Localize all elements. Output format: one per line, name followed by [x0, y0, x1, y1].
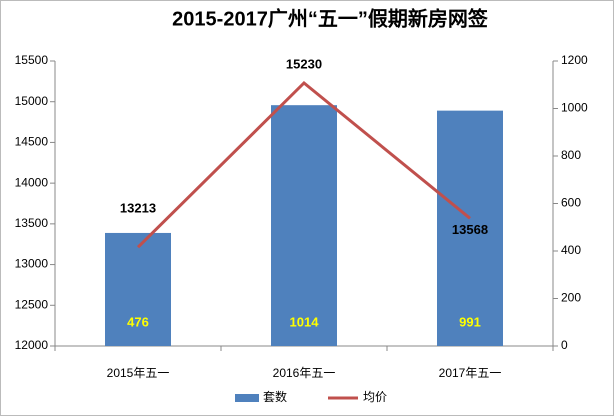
y-tick-label: 15000 — [15, 94, 49, 108]
x-tick-label: 2016年五一 — [273, 366, 336, 380]
line-label: 13213 — [120, 201, 156, 216]
y2-tick-label: 0 — [561, 338, 568, 352]
y2-tick-label: 600 — [561, 196, 581, 210]
x-tick-label: 2015年五一 — [107, 366, 170, 380]
y-tick-label: 15500 — [15, 53, 49, 67]
line-label: 15230 — [286, 56, 322, 71]
y2-tick-label: 1200 — [561, 53, 588, 67]
y2-tick-label: 400 — [561, 243, 581, 257]
x-tick-label: 2017年五一 — [439, 366, 502, 380]
chart-title: 2015-2017广州“五一”假期新房网签 — [172, 6, 489, 30]
y-tick-label: 12500 — [15, 297, 49, 311]
legend-label: 均价 — [363, 390, 387, 404]
bar-label: 1014 — [290, 314, 320, 329]
y-tick-label: 14500 — [15, 135, 49, 149]
y2-tick-label: 1000 — [561, 101, 588, 115]
line-label: 13568 — [452, 222, 488, 237]
bar-label: 476 — [127, 314, 149, 329]
bar — [271, 105, 337, 346]
y-tick-label: 13500 — [15, 216, 49, 230]
bar — [105, 232, 171, 346]
legend-label: 套数 — [263, 389, 287, 404]
bar — [437, 110, 503, 346]
legend-swatch — [235, 394, 259, 402]
line — [136, 80, 471, 249]
y-tick-label: 13000 — [15, 257, 49, 271]
y2-tick-label: 800 — [561, 148, 581, 162]
y-tick-label: 12000 — [15, 338, 49, 352]
y2-tick-label: 200 — [561, 291, 581, 305]
y-tick-label: 14000 — [15, 175, 49, 189]
bar-label: 991 — [459, 314, 481, 329]
